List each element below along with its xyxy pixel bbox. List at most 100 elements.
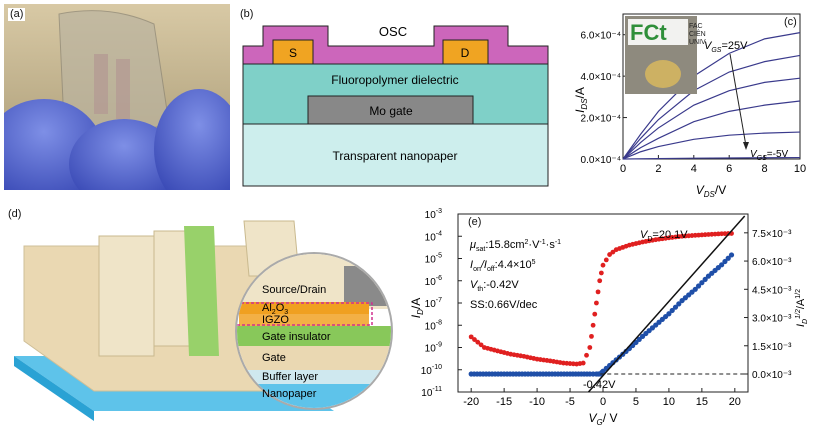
plot-frame — [622, 13, 801, 160]
output-curve — [622, 100, 801, 160]
zoom-gate-insulator — [237, 326, 391, 346]
panel-c-output-chart: 0 2 4 6 8 10 0.0×10⁻⁴ 2.0×10⁻⁴ 4.0×10⁻⁴ 6.0×10⁻⁴ … — [568, 4, 810, 200]
vth-text: Vth:-0.42V — [470, 279, 519, 293]
output-chart: 0 2 4 6 8 100.0×10⁻⁴2.0×10⁻⁴4.0×10⁻⁴6.0×10⁻⁴ … — [573, 13, 806, 199]
flexible-device-photo — [0, 4, 244, 209]
id-data-point — [598, 270, 604, 276]
panel-d-3d-schematic: Source/Drain Al2O3 IGZO Gate insulator G… — [4, 206, 402, 425]
x-tick-label: -20 — [463, 396, 479, 408]
mobility-text: μsat:15.8cm2·V-1·s-1 — [469, 239, 561, 253]
y-tick-label: 4.0×10⁻⁴ — [581, 72, 621, 83]
y-left-tick-label: 10-5 — [425, 253, 442, 266]
vth-marker-label: -0.42V — [583, 379, 616, 391]
y-tick-label: 6.0×10⁻⁴ — [581, 31, 621, 42]
drain-electrode — [442, 39, 489, 65]
sqrt-id-data-point — [702, 276, 708, 283]
x-tick-label: 8 — [762, 163, 768, 175]
sqrt-id-data-point — [672, 304, 679, 310]
vgs-bottom-label: VGS=-5V — [750, 149, 789, 162]
x-axis-title: VDS/V — [696, 183, 726, 199]
device-3d-schematic: Source/Drain Al2O3 IGZO Gate insulator G… — [14, 220, 393, 421]
logo-text-3: UNIV — [689, 39, 706, 46]
logo-background — [628, 19, 688, 45]
ss-text: SS:0.66V/dec — [470, 299, 538, 311]
source-electrode — [272, 39, 314, 65]
y-tick-label: 2.0×10⁻⁴ — [581, 114, 621, 125]
panel-label: (b) — [238, 8, 256, 21]
y-right-tick-label: 0.0×10⁻³ — [752, 370, 792, 381]
id-data-point — [584, 352, 589, 358]
vgs-top-label: VGS=25V — [704, 40, 748, 54]
vd-text: VD=20.1V — [640, 229, 688, 243]
id-data-point — [594, 300, 599, 306]
y-axis-title: IDS/A — [573, 87, 589, 113]
layer-label-buffer: Buffer layer — [262, 371, 318, 383]
output-curve — [622, 77, 801, 160]
panel-label: (a) — [8, 8, 26, 21]
id-data-point — [607, 252, 612, 257]
id-data-point — [597, 278, 603, 284]
sqrt-id-data-point — [692, 286, 698, 292]
source-label: S — [289, 46, 297, 60]
panel-label: (d) — [6, 208, 24, 221]
zoom-al2o3 — [239, 302, 369, 314]
y-left-tick-label: 10-7 — [425, 297, 442, 310]
x-tick-label: -10 — [529, 396, 545, 408]
source-pad — [98, 235, 155, 357]
id-data-point — [468, 334, 474, 340]
id-data-point — [472, 337, 477, 342]
x-tick-label: 10 — [663, 396, 675, 408]
y-left-tick-label: 10-11 — [421, 386, 442, 399]
id-data-point — [600, 262, 606, 268]
x-tick-label: 0 — [600, 396, 606, 408]
layer-label-gate-insulator: Gate insulator — [262, 331, 331, 343]
sqrt-id-data-point — [728, 252, 735, 258]
mo-gate-layer — [307, 95, 474, 125]
output-curve — [622, 131, 801, 160]
cross-section-diagram: OSC S D Fluoropolymer dielectric Mo gate… — [242, 24, 549, 187]
gate-strip — [184, 226, 219, 356]
id-data-point — [610, 249, 616, 255]
y-left-tick-label: 10-4 — [425, 230, 442, 243]
osc-label: OSC — [379, 24, 407, 39]
zoom-igzo — [239, 314, 369, 326]
substrate-layer — [242, 123, 549, 187]
logo-text-1: FAC — [689, 23, 703, 30]
sqrt-id-data-point — [695, 283, 702, 289]
logo-text-2: CIÊN — [689, 29, 706, 38]
drain-label: D — [461, 46, 470, 60]
x-tick-label: 5 — [633, 396, 639, 408]
inset-sample — [645, 60, 681, 88]
transfer-chart: -20 -15 -10 -5 0 5 10 15 20 10-11 10-10 10-9 10-8 10-… — [409, 208, 809, 427]
y-left-tick-label: 10-6 — [425, 275, 442, 288]
id-data-point — [478, 342, 484, 348]
substrate-label: Transparent nanopaper — [333, 149, 458, 163]
panel-b-cross-section: OSC S D Fluoropolymer dielectric Mo gate… — [238, 4, 568, 190]
y-left-tick-label: 10-3 — [425, 208, 442, 221]
sqrt-id-data-point — [699, 280, 705, 286]
output-curve — [622, 156, 801, 160]
panel-label: (e) — [466, 216, 484, 229]
zoom-gate — [237, 346, 391, 370]
x-tick-label: 0 — [620, 163, 626, 175]
sqrt-id-data-point — [725, 255, 731, 261]
y-left-tick-label: 10-10 — [421, 364, 442, 377]
id-data-point — [589, 333, 594, 339]
sqrt-id-data-point — [633, 339, 639, 346]
vgs-arrow — [729, 53, 747, 147]
sqrt-id-data-point — [669, 307, 675, 314]
on-off-ratio-text: Ion/Ioff:4.4×105 — [470, 259, 536, 273]
id-data-point — [587, 345, 593, 350]
x-tick-label: 6 — [726, 163, 732, 175]
y-right-tick-label: 3.0×10⁻³ — [752, 314, 792, 325]
vgs-arrowhead — [743, 142, 749, 150]
id-data-point — [595, 289, 601, 295]
panel-a-photo: (a) — [0, 4, 244, 209]
layer-label-source-drain: Source/Drain — [262, 284, 326, 296]
zoom-buffer — [237, 370, 391, 384]
y-tick-label: 0.0×10⁻⁴ — [581, 155, 621, 166]
nanopaper-side — [14, 356, 94, 421]
y-right-tick-label: 4.5×10⁻³ — [752, 285, 792, 296]
dielectric-label: Fluoropolymer dielectric — [331, 73, 458, 87]
zoom-highlight-box — [237, 302, 373, 326]
